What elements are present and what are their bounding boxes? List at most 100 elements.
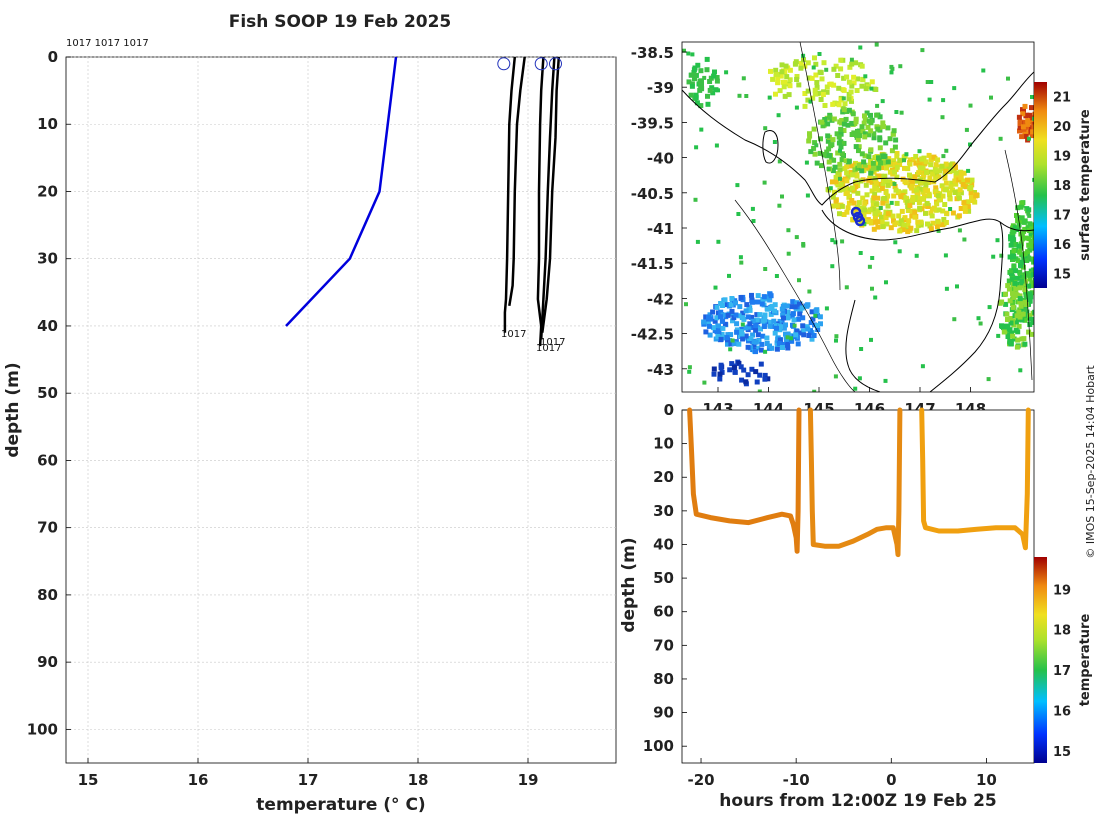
sst-pixel xyxy=(1008,320,1014,326)
sst-pixel xyxy=(898,64,903,69)
sst-pixel xyxy=(952,178,958,184)
sst-pixel xyxy=(772,330,778,336)
sst-pixel xyxy=(728,347,733,352)
sst-pixel xyxy=(905,208,911,213)
sst-pixel xyxy=(915,195,921,201)
sst-pixel xyxy=(738,329,744,334)
sst-pixel xyxy=(817,314,823,320)
temperature-profile-line xyxy=(536,56,545,347)
sst-pixel xyxy=(718,309,724,315)
sst-pixel xyxy=(706,314,711,320)
climatology-line xyxy=(285,56,398,327)
sst-pixel xyxy=(995,238,1000,243)
sst-pixel xyxy=(759,341,765,347)
sst-pixel xyxy=(1023,292,1029,298)
sst-pixel xyxy=(1031,234,1034,240)
sst-pixel xyxy=(828,81,834,87)
sst-pixel xyxy=(873,295,878,300)
sst-pixel xyxy=(1024,112,1030,118)
sst-pixel xyxy=(836,85,842,91)
sst-pixel xyxy=(699,86,705,92)
sst-pixel xyxy=(841,96,846,101)
sst-colorbar-tick-label: 16 xyxy=(1053,238,1071,253)
sst-pixel xyxy=(928,157,934,163)
sst-pixel xyxy=(749,366,755,372)
sst-pixel xyxy=(838,66,844,72)
sst-pixel xyxy=(734,329,740,335)
sst-pixel xyxy=(934,201,940,207)
sst-pixel xyxy=(940,208,946,214)
sst-pixel xyxy=(884,165,890,171)
sst-pixel xyxy=(831,157,837,163)
sst-pixel xyxy=(1013,286,1019,292)
profile-y-tick-label: 20 xyxy=(37,182,58,200)
sst-pixel xyxy=(810,95,816,101)
sst-pixel xyxy=(929,80,934,84)
sst-pixel xyxy=(725,312,731,318)
sst-pixel xyxy=(1027,291,1033,297)
sst-pixel xyxy=(743,379,749,385)
sst-pixel xyxy=(905,229,911,235)
sst-pixel xyxy=(727,273,731,278)
sst-pixel xyxy=(868,112,873,118)
sst-pixel xyxy=(730,318,735,324)
sst-pixel xyxy=(1016,114,1022,120)
sst-pixel xyxy=(731,315,737,321)
sst-pixel xyxy=(958,190,964,196)
sst-pixel xyxy=(841,75,847,81)
sst-pixel xyxy=(815,313,820,319)
sst-pixel xyxy=(753,327,759,333)
sst-pixel xyxy=(737,93,742,98)
sst-pixel xyxy=(920,196,926,202)
sst-pixel xyxy=(841,107,847,113)
sst-pixel xyxy=(943,168,949,174)
king-island xyxy=(762,130,779,164)
sst-pixel xyxy=(1027,272,1033,278)
sst-pixel xyxy=(873,180,879,186)
sst-pixel xyxy=(873,87,879,92)
sst-pixel xyxy=(1030,95,1034,99)
sst-pixel xyxy=(849,57,854,62)
depth-time-y-tick-label: 10 xyxy=(653,435,674,453)
sst-pixel xyxy=(1019,200,1025,206)
sst-pixel xyxy=(1013,242,1019,247)
sst-pixel xyxy=(813,72,819,78)
sst-pixel xyxy=(838,182,844,187)
sst-pixel xyxy=(934,224,940,230)
sst-pixel xyxy=(846,96,852,102)
sst-pixel xyxy=(838,176,842,181)
sst-pixel xyxy=(794,300,800,306)
sst-pixel xyxy=(739,332,745,338)
map-lat-label: -41.5 xyxy=(631,255,674,273)
sst-pixel xyxy=(849,163,855,169)
sst-pixel xyxy=(927,175,933,181)
sst-pixel xyxy=(998,136,1003,141)
sst-pixel xyxy=(856,148,861,154)
sst-pixel xyxy=(822,117,828,122)
sst-pixel xyxy=(789,336,794,341)
sst-pixel xyxy=(878,160,883,166)
sst-pixel xyxy=(779,69,785,75)
sst-pixel xyxy=(846,79,852,85)
sst-pixel xyxy=(1021,228,1027,234)
sst-pixel xyxy=(725,341,730,347)
sst-pixel xyxy=(865,219,870,225)
sst-pixel xyxy=(783,331,788,337)
sst-pixel xyxy=(802,91,808,96)
sst-pixel xyxy=(866,177,872,183)
sst-pixel xyxy=(711,73,717,79)
sst-pixel xyxy=(899,110,904,115)
sst-pixel xyxy=(976,316,981,321)
sst-pixel xyxy=(892,144,898,150)
sst-pixel xyxy=(714,75,720,80)
sst-colorbar: 21 20 19 18 17 16 15 surface temperature xyxy=(1034,82,1093,288)
sst-pixel xyxy=(801,243,806,248)
sst-pixel xyxy=(716,330,722,336)
sst-pixel xyxy=(912,209,918,215)
sst-pixel xyxy=(739,377,745,383)
sst-pixel xyxy=(1005,317,1010,322)
sst-pixel xyxy=(793,332,799,338)
sst-pixel xyxy=(813,308,819,314)
sst-pixel xyxy=(737,304,743,310)
